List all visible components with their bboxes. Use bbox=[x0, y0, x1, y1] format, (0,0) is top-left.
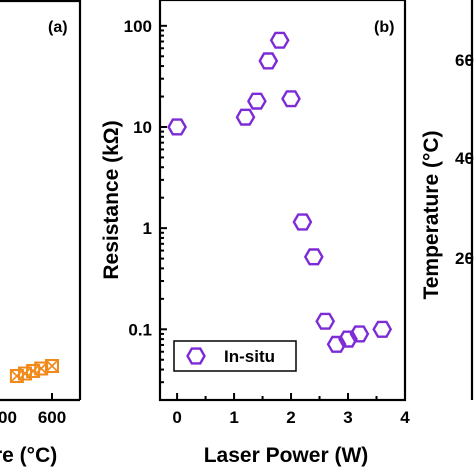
legend-hexagon-marker bbox=[186, 347, 206, 365]
panel-b-x-axis-title: Laser Power (W) bbox=[204, 444, 369, 467]
panel-a-x-tick-label-1: 00 bbox=[0, 408, 17, 427]
x-tick-label-0: 0 bbox=[172, 408, 181, 427]
x-tick-label-4: 4 bbox=[400, 408, 410, 427]
panel-b: (b) 0.1 1 10 100 0 1 2 3 4 Resistance (kΩ) Lase… bbox=[100, 0, 410, 467]
in-situ-point-7 bbox=[303, 248, 324, 266]
in-situ-point-5 bbox=[281, 90, 301, 108]
panel-right-y-tick-label-3: 20 bbox=[455, 249, 474, 268]
in-situ-point-2 bbox=[247, 92, 267, 110]
y-tick-label-1: 1 bbox=[143, 219, 152, 238]
panel-a-markers bbox=[9, 359, 59, 383]
panel-b-data-points bbox=[167, 31, 393, 353]
panel-right: 60 40 20 Temperature (°C) bbox=[420, 0, 474, 400]
in-situ-point-6 bbox=[292, 213, 313, 231]
legend-box bbox=[173, 340, 297, 372]
panel-b-plot-frame bbox=[158, 0, 407, 402]
legend-label-in-situ: In-situ bbox=[224, 347, 275, 366]
panel-b-tag: (b) bbox=[374, 19, 394, 36]
in-situ-point-11 bbox=[349, 325, 370, 343]
in-situ-point-1 bbox=[235, 108, 256, 126]
y-tick-label-0: 0.1 bbox=[128, 320, 152, 339]
panel-a-tag: (a) bbox=[48, 19, 68, 36]
panel-a-point-cross-b-4 bbox=[45, 359, 59, 373]
panel-right-y-axis-title: Temperature (°C) bbox=[420, 130, 443, 299]
panel-a-point-box-4 bbox=[45, 359, 59, 373]
in-situ-point-0 bbox=[167, 118, 187, 136]
in-situ-point-4 bbox=[269, 31, 290, 49]
panel-right-y-tick-label-1: 60 bbox=[455, 51, 474, 70]
x-tick-label-1: 1 bbox=[229, 408, 238, 427]
panel-right-y-tick-label-2: 40 bbox=[455, 149, 474, 168]
panel-a: (a) 00 600 re (°C) bbox=[0, 0, 82, 467]
panel-b-y-ticks: 0.1 1 10 100 bbox=[124, 17, 167, 384]
panel-b-x-ticks: 0 1 2 3 4 bbox=[172, 393, 410, 427]
panel-a-point-cross-b-1 bbox=[18, 366, 32, 381]
panel-b-legend: In-situ bbox=[173, 340, 297, 372]
panel-a-point-4 bbox=[45, 359, 59, 373]
panel-a-point-box-3 bbox=[34, 361, 49, 376]
panel-a-point-cross-b-2 bbox=[26, 364, 40, 378]
panel-a-x-tick-label-2: 600 bbox=[38, 408, 66, 427]
x-tick-label-3: 3 bbox=[343, 408, 352, 427]
y-tick-label-2: 10 bbox=[133, 118, 152, 137]
in-situ-point-12 bbox=[372, 320, 393, 338]
in-situ-point-3 bbox=[258, 52, 279, 70]
panel-b-y-axis-title: Resistance (kΩ) bbox=[100, 120, 123, 279]
panel-a-x-axis-title: re (°C) bbox=[0, 444, 57, 467]
y-tick-label-3: 100 bbox=[124, 17, 152, 36]
panel-a-point-cross-b-0 bbox=[10, 369, 24, 383]
x-tick-label-2: 2 bbox=[286, 408, 295, 427]
in-situ-point-8 bbox=[315, 312, 336, 330]
